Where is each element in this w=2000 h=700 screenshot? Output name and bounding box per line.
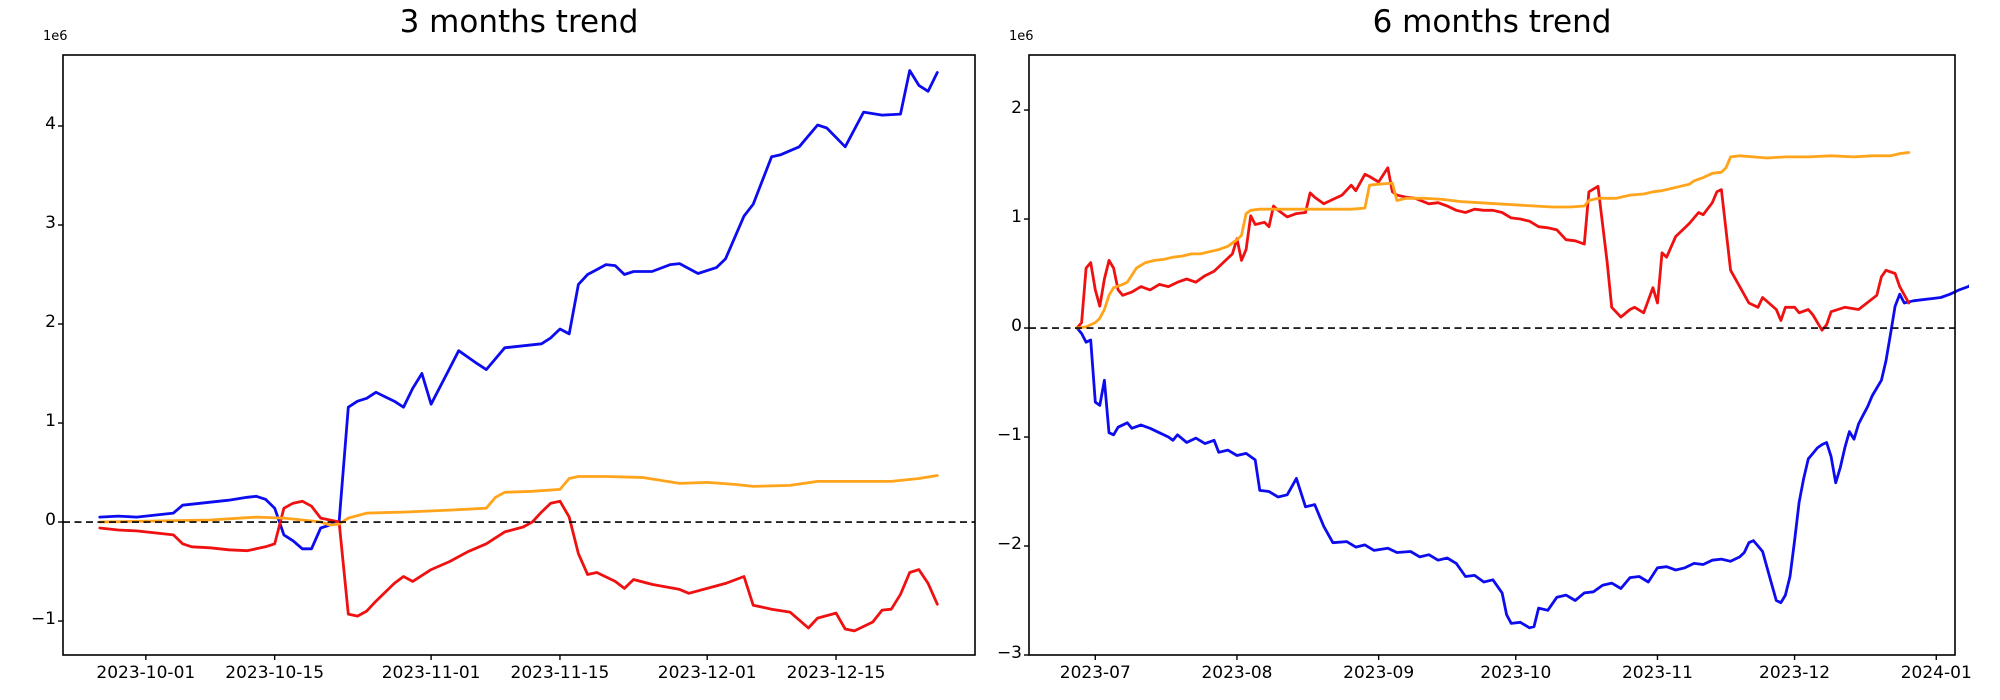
x-tick-label: 2023-09 xyxy=(1343,663,1415,683)
y-tick-label: 1 xyxy=(45,411,56,432)
series-red-line xyxy=(98,499,939,633)
y-tick-label: 0 xyxy=(1011,316,1022,337)
x-tick-label: 2023-11 xyxy=(1621,663,1693,683)
y-tick-label: −1 xyxy=(30,609,56,630)
plot-area xyxy=(58,54,976,660)
y-tick-label: 0 xyxy=(45,510,56,531)
chart-title: 6 months trend xyxy=(1372,4,1612,40)
y-axis-offset-label: 1e6 xyxy=(1009,29,1034,44)
chart-title: 3 months trend xyxy=(399,4,639,40)
y-tick-label: 3 xyxy=(45,213,56,233)
y-tick-label: 2 xyxy=(1011,98,1022,119)
x-tick-label: 2023-12-01 xyxy=(657,663,757,683)
y-tick-label: 2 xyxy=(45,312,56,332)
x-tick-label: 2023-11-15 xyxy=(510,663,610,683)
x-tick-label: 2023-08 xyxy=(1201,663,1273,683)
y-tick-label: −3 xyxy=(996,643,1022,663)
plot-area xyxy=(1024,54,1969,660)
series-blue-line xyxy=(98,69,939,551)
x-tick-label: 2023-10-01 xyxy=(96,663,196,683)
y-tick-label: −1 xyxy=(996,425,1022,446)
y-axis-offset-label: 1e6 xyxy=(43,29,68,44)
axes-frame xyxy=(1028,54,1956,656)
x-tick-label: 2023-11-01 xyxy=(381,663,481,683)
x-tick-label: 2023-10 xyxy=(1480,663,1552,683)
axes-frame xyxy=(62,54,976,656)
x-tick-label: 2023-07 xyxy=(1059,663,1131,683)
y-tick-label: 1 xyxy=(1011,207,1022,228)
x-tick-label: 2023-12 xyxy=(1759,663,1831,683)
series-orange-line xyxy=(1075,151,1911,330)
x-tick-label: 2023-12-15 xyxy=(786,663,886,683)
y-tick-label: −2 xyxy=(996,534,1022,554)
series-orange-line xyxy=(98,474,939,527)
series-red-line xyxy=(1075,166,1911,332)
series-blue-line xyxy=(1075,284,1969,630)
x-tick-label: 2023-10-15 xyxy=(225,663,325,683)
y-tick-label: 4 xyxy=(45,113,56,134)
x-tick-label: 2024-01 xyxy=(1900,663,1972,683)
